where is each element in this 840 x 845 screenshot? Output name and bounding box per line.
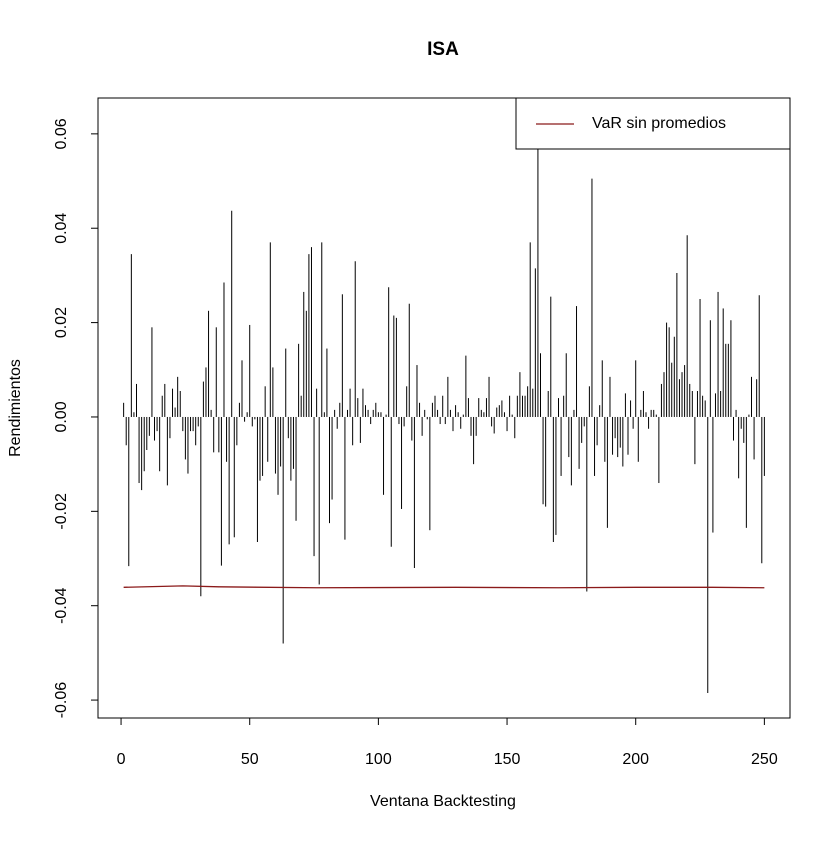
- y-tick-label: -0.02: [53, 493, 70, 530]
- plot-box: [97, 97, 791, 719]
- line: [123, 585, 765, 589]
- y-tick-label: -0.06: [53, 682, 70, 719]
- y-tick-label: 0.06: [53, 118, 70, 149]
- x-tick-label: 0: [117, 751, 126, 768]
- legend-label: VaR sin promedios: [592, 115, 726, 132]
- y-axis-label: Rendimientos: [7, 359, 24, 457]
- x-axis-label: Ventana Backtesting: [370, 793, 516, 810]
- y-tick-label: 0.04: [53, 213, 70, 244]
- chart-title: ISA: [427, 39, 459, 60]
- x-tick-label: 50: [241, 751, 259, 768]
- x-tick-label: 250: [751, 751, 778, 768]
- x-tick-label: 150: [494, 751, 521, 768]
- y-tick-label: 0.00: [53, 401, 70, 432]
- x-tick-label: 200: [622, 751, 649, 768]
- x-tick-label: 100: [365, 751, 392, 768]
- y-tick-label: -0.04: [53, 587, 70, 624]
- y-tick-label: 0.02: [53, 307, 70, 338]
